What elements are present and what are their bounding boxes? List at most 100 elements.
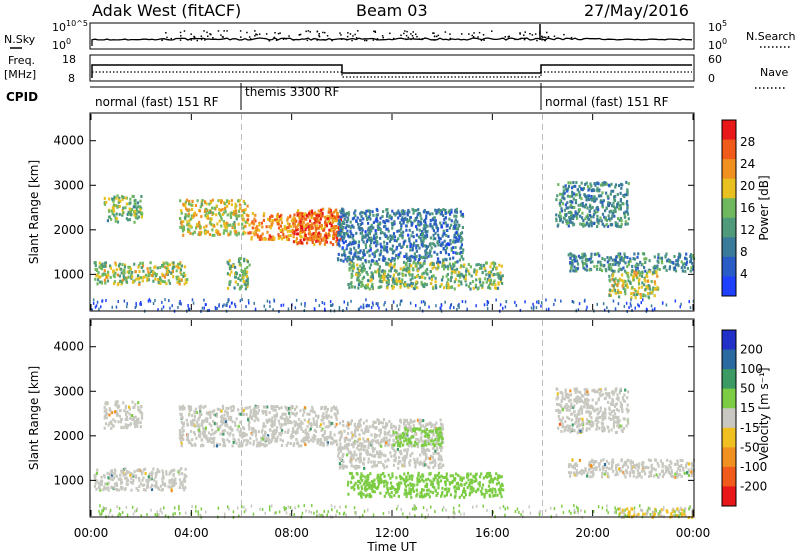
- x-tick-label: 04:00: [174, 526, 209, 540]
- nsearch-point: [226, 30, 228, 32]
- scatter-region: [336, 207, 465, 264]
- nsearch-point: [519, 32, 521, 34]
- colorbar-swatch: [722, 237, 736, 258]
- colorbar-tick-label: 100: [740, 362, 763, 376]
- nsearch-point: [483, 39, 485, 41]
- nsearch-point: [298, 34, 301, 36]
- cpid-segment-1: normal (fast) 151 RF: [95, 95, 219, 109]
- colorbar-tick-label: 28: [740, 135, 755, 149]
- nsearch-point: [190, 33, 192, 35]
- colorbar-tick-label: -15: [740, 421, 760, 435]
- nsearch-point: [471, 34, 473, 37]
- nave-trace: [92, 71, 692, 78]
- power-ylabel: Slant Range [km]: [27, 160, 41, 264]
- nsearch-point: [482, 34, 485, 36]
- nsearch-point: [392, 37, 395, 40]
- nsearch-point: [400, 34, 402, 36]
- freq-left-tick-top: 18: [62, 53, 76, 66]
- y-tick-label: 1000: [53, 267, 84, 281]
- nsky-label: N.Sky: [4, 33, 36, 46]
- nsearch-point: [531, 34, 534, 36]
- nsearch-point: [179, 31, 182, 34]
- nsearch-point: [190, 39, 193, 41]
- nsearch-point: [373, 30, 375, 33]
- nsearch-point: [221, 36, 224, 38]
- colorbar-swatch: [722, 276, 736, 297]
- colorbar-tick-label: -100: [740, 460, 767, 474]
- site-title: Adak West (fitACF): [92, 1, 241, 20]
- nsearch-point: [529, 33, 531, 35]
- nsearch-point: [203, 30, 205, 32]
- nsearch-point: [536, 39, 538, 42]
- nsearch-point: [480, 39, 483, 42]
- colorbar-tick-label: -200: [740, 479, 767, 493]
- nsearch-point: [389, 32, 391, 35]
- nsearch-point: [357, 30, 359, 32]
- scatter-region: [226, 257, 251, 291]
- x-tick-label: 20:00: [575, 526, 610, 540]
- nsearch-point: [381, 35, 384, 37]
- scatter-region: [567, 252, 696, 273]
- nsearch-point: [183, 30, 186, 32]
- nsearch-point: [449, 33, 451, 35]
- nsearch-point: [200, 38, 203, 41]
- nsearch-point: [524, 38, 526, 41]
- nsearch-point: [524, 31, 526, 33]
- x-tick-label: 08:00: [274, 526, 309, 540]
- nsearch-point: [258, 33, 261, 35]
- nsearch-point: [318, 33, 320, 35]
- nsearch-label: N.Search: [746, 30, 796, 43]
- nsearch-point: [316, 30, 319, 33]
- y-tick-label: 3000: [53, 178, 84, 192]
- power-colorbar: 4 8 12 16 20 24 28: [721, 119, 755, 297]
- freq-label: Freq.: [8, 54, 35, 67]
- nsearch-point: [346, 38, 348, 41]
- freq-trace: [91, 64, 692, 78]
- nsearch-point: [274, 32, 276, 34]
- nsearch-point: [254, 35, 256, 37]
- nsearch-point: [436, 35, 438, 38]
- nsearch-point: [166, 36, 168, 39]
- colorbar-swatch: [722, 466, 736, 487]
- nsearch-point: [223, 30, 225, 32]
- x-tick-label: 16:00: [475, 526, 510, 540]
- nsearch-point: [309, 31, 311, 33]
- nsearch-point: [255, 33, 257, 35]
- colorbar-tick-label: 16: [740, 201, 755, 215]
- colorbar-swatch: [722, 447, 736, 468]
- nsearch-point: [239, 30, 242, 32]
- scatter-region: [608, 270, 660, 300]
- power-panel: [91, 114, 696, 313]
- nsearch-point: [437, 34, 440, 37]
- scatter-region: [567, 458, 696, 479]
- x-tick-label: 00:00: [676, 526, 711, 540]
- scatter-region: [93, 261, 189, 287]
- noise-trace: [91, 24, 693, 46]
- nsearch-point: [306, 39, 309, 42]
- y-tick-label: 2000: [53, 429, 84, 443]
- colorbar-swatch: [722, 388, 736, 409]
- nsearch-point: [165, 32, 167, 34]
- nsky-line: [91, 37, 693, 46]
- nsearch-point: [170, 37, 172, 40]
- nsearch-point: [434, 35, 436, 38]
- velocity-panel: [93, 320, 696, 519]
- colorbar-swatch: [722, 349, 736, 370]
- nsearch-point: [248, 36, 251, 38]
- nsearch-point: [352, 35, 354, 37]
- velocity-panel-frame: [89, 318, 695, 518]
- nsearch-point: [546, 31, 548, 34]
- scatter-region: [346, 471, 505, 499]
- nsearch-point: [217, 30, 220, 32]
- nsearch-point: [405, 38, 407, 41]
- nave-label: Nave: [760, 66, 788, 79]
- nsearch-point: [507, 36, 510, 38]
- nsearch-point: [256, 34, 258, 36]
- xaxis-label: Time UT: [366, 540, 417, 554]
- nsearch-point: [179, 39, 182, 41]
- scatter-region: [179, 198, 249, 237]
- colorbar-tick-label: 4: [740, 267, 748, 281]
- colorbar-swatch: [722, 178, 736, 199]
- nsearch-point: [206, 31, 208, 34]
